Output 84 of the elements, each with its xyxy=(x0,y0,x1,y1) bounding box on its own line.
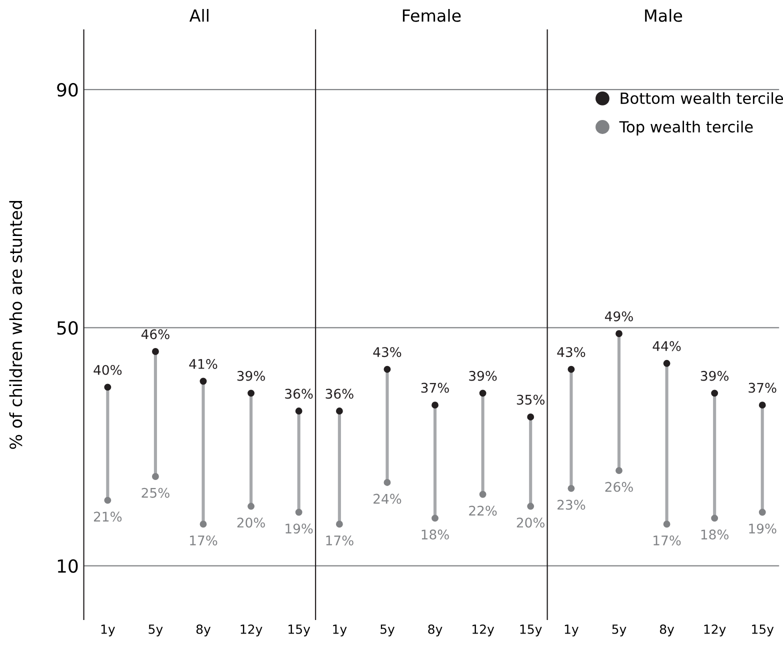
point xyxy=(527,502,534,510)
point xyxy=(711,514,718,522)
data-label: 37% xyxy=(748,382,776,393)
x-tick-label: 1y xyxy=(333,624,347,636)
point xyxy=(616,467,622,474)
x-tick-label: 12y xyxy=(704,624,726,636)
point xyxy=(200,520,207,528)
x-tick-label: 15y xyxy=(520,624,542,636)
x-tick-label: 1y xyxy=(564,624,579,636)
point xyxy=(384,366,391,373)
point xyxy=(432,402,438,409)
chart-title: All xyxy=(189,8,208,22)
x-tick-label: 12y xyxy=(240,624,262,636)
data-label: 41% xyxy=(189,358,218,369)
point xyxy=(568,484,575,492)
data-label: 36% xyxy=(326,388,354,399)
point xyxy=(152,348,159,355)
chart-title: Male xyxy=(645,8,682,22)
point xyxy=(432,514,438,522)
point xyxy=(384,478,391,486)
point xyxy=(527,414,534,420)
data-label: 24% xyxy=(374,494,402,504)
point xyxy=(616,330,622,338)
data-label: 36% xyxy=(285,388,313,399)
point xyxy=(663,520,670,528)
x-tick-label: 5y xyxy=(148,624,163,636)
point xyxy=(248,390,255,397)
data-label: 39% xyxy=(700,370,729,381)
data-label: 23% xyxy=(558,500,586,510)
data-label: 25% xyxy=(142,488,170,498)
point xyxy=(200,378,207,385)
legend-label: Top wealth tercile xyxy=(619,120,753,136)
data-label: 22% xyxy=(469,506,497,516)
point xyxy=(663,360,670,367)
data-label: 37% xyxy=(421,382,449,393)
data-label: 18% xyxy=(422,530,449,540)
point xyxy=(336,520,343,528)
y-tick-label: 90 xyxy=(57,82,78,97)
x-tick-label: 8y xyxy=(428,624,442,636)
chart-title: Female xyxy=(402,8,461,22)
data-label: 46% xyxy=(141,329,170,340)
data-label: 19% xyxy=(749,524,776,534)
point xyxy=(336,408,343,414)
data-label: 35% xyxy=(516,394,545,405)
point xyxy=(248,502,255,510)
point xyxy=(152,473,159,480)
data-label: 43% xyxy=(557,347,586,358)
y-axis-title: % of children who are stunted xyxy=(9,201,22,449)
data-label: 44% xyxy=(652,341,681,352)
data-label: 26% xyxy=(605,482,633,492)
data-label: 49% xyxy=(604,311,633,322)
data-label: 40% xyxy=(94,364,122,375)
point xyxy=(104,496,112,504)
point xyxy=(758,402,766,409)
data-label: 18% xyxy=(701,530,729,540)
x-tick-label: 1y xyxy=(101,624,115,636)
data-label: 17% xyxy=(654,535,681,546)
data-label: 39% xyxy=(237,370,265,381)
point xyxy=(711,390,718,397)
x-tick-label: 15y xyxy=(752,624,774,636)
x-tick-label: 15y xyxy=(288,624,310,636)
point xyxy=(479,490,486,498)
data-label: 17% xyxy=(326,535,354,546)
point xyxy=(479,390,486,397)
data-label: 21% xyxy=(94,512,122,522)
data-label: 20% xyxy=(237,518,265,528)
x-tick-label: 5y xyxy=(380,624,395,636)
data-label: 39% xyxy=(469,370,497,381)
y-tick-label: 10 xyxy=(58,559,78,573)
y-tick-label: 50 xyxy=(57,321,78,335)
legend-label: Bottom wealth tercile xyxy=(620,92,783,104)
point xyxy=(568,366,575,373)
data-label: 43% xyxy=(373,347,402,358)
x-tick-label: 8y xyxy=(660,624,674,636)
point xyxy=(104,384,112,391)
x-tick-label: 12y xyxy=(472,624,494,636)
data-label: 17% xyxy=(190,535,218,546)
point xyxy=(295,508,302,516)
point xyxy=(758,508,766,516)
data-label: 19% xyxy=(286,524,313,534)
x-tick-label: 8y xyxy=(196,624,211,636)
x-tick-label: 5y xyxy=(612,624,626,636)
data-label: 20% xyxy=(516,518,545,528)
point xyxy=(295,408,302,414)
